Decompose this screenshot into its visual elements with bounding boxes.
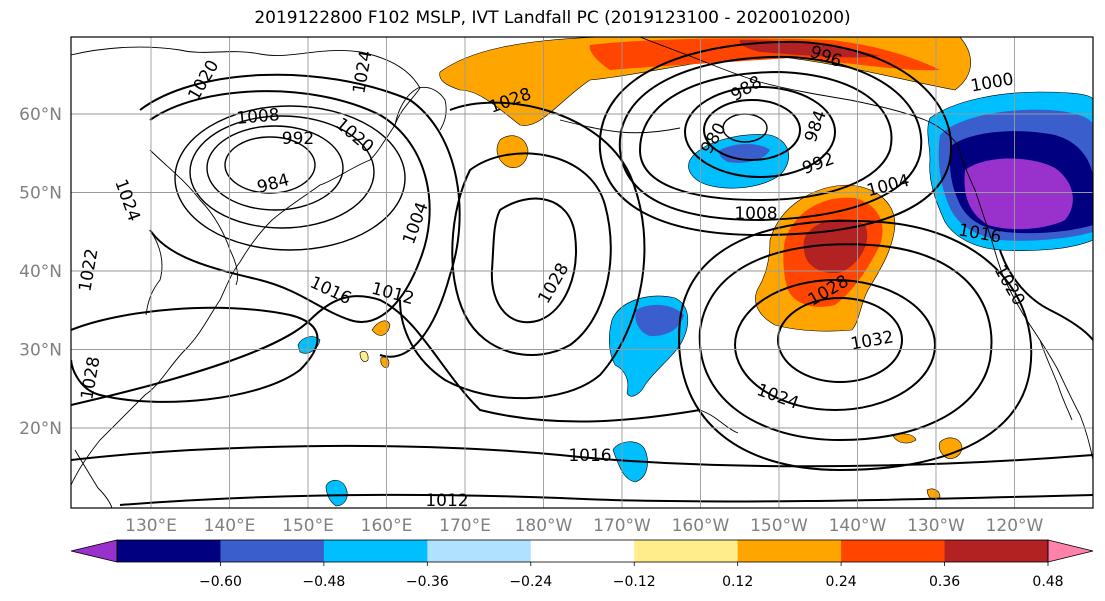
coastline-korea [145, 229, 163, 316]
map-background [71, 37, 1093, 508]
colorbar-segment [323, 540, 428, 562]
longitude-label: 150°W [750, 516, 808, 536]
isobar-west-1028 [71, 306, 319, 403]
latitude-label: 30°N [19, 341, 62, 361]
isobar-goa-low-3 [684, 86, 836, 178]
colorbar-segment [841, 540, 946, 562]
isobar-east-high-4 [678, 219, 1033, 472]
colorbar-segment [117, 540, 221, 562]
map-title: 2019122800 F102 MSLP, IVT Landfall PC (2… [254, 8, 851, 28]
isobar-south-1012 [119, 493, 1093, 506]
colorbar-tick-label: −0.48 [302, 574, 345, 590]
isobar-label: 1016 [568, 446, 611, 466]
colorbar-tick-label: 0.36 [929, 574, 960, 590]
coastline-alaska [639, 37, 959, 146]
longitude-label: 130°W [907, 516, 965, 536]
longitude-label: 150°E [282, 516, 334, 536]
isobar-pnw-1020 [999, 249, 1093, 341]
coastline-kamchatka [394, 86, 447, 131]
colorbar: −0.60 −0.48 −0.36 −0.24 −0.12 0.12 0.24 0.36 0.4… [70, 539, 1094, 590]
isobar-east-high-3 [698, 243, 993, 442]
colorbar-segment [634, 540, 739, 562]
isobar-label: 1008 [236, 105, 281, 129]
colorbar-tick-label: −0.12 [613, 574, 656, 590]
isobar-east-high-1 [777, 297, 903, 383]
longitude-label: 140°W [829, 516, 887, 536]
coastline-philippines [74, 449, 113, 508]
ivt-positive-north-core [589, 38, 940, 71]
isobar-label: 992 [282, 129, 314, 149]
ivt-positive-minor-2 [938, 437, 963, 459]
coastline-north-america [957, 144, 1093, 461]
isobar-goa-low-2 [703, 99, 801, 161]
isobar-central-high-1 [490, 197, 577, 323]
colorbar-extend-high [1047, 539, 1094, 563]
colorbar-tick-label: −0.24 [509, 574, 552, 590]
isobar-label: 1008 [734, 204, 777, 224]
isobar-label: 1012 [425, 491, 468, 511]
isobar-asia-low-6 [139, 73, 461, 358]
ivt-positive-north-inner [739, 40, 880, 58]
colorbar-tick-label: 0.24 [826, 574, 857, 590]
longitude-labels: 130°E 140°E 150°E 160°E 170°E 180°W 170°W 160°W… [125, 516, 1043, 536]
coastline-hawaii [699, 409, 739, 434]
longitude-label: 170°W [593, 516, 651, 536]
isobar-asia-low-1 [224, 136, 316, 194]
colorbar-tick-label: 0.12 [722, 574, 753, 590]
isobar-south-1020 [71, 295, 701, 423]
ivt-positive-minor-4 [371, 320, 391, 336]
colorbar-extend-low [70, 539, 118, 563]
isobar-central-high-2 [451, 152, 612, 356]
isobar-goa-low-6 [598, 40, 953, 237]
coastlines [71, 37, 1093, 508]
ivt-negative-minor-3 [325, 479, 348, 507]
colorbar-tick-label: −0.36 [406, 574, 449, 590]
ivt-negative-northwest-core [964, 158, 1073, 230]
longitude-label: 160°W [672, 516, 730, 536]
colorbar-frame [116, 539, 1049, 563]
colorbar-segment [530, 540, 635, 562]
longitude-label: 140°E [204, 516, 256, 536]
isobar-goa-low-4 [638, 70, 893, 202]
map-frame [70, 36, 1094, 509]
isobar-south-1016 [71, 444, 1093, 468]
colorbar-tick-label: −0.60 [199, 574, 242, 590]
latitude-labels: 60°N 50°N 40°N 30°N 20°N [19, 105, 62, 439]
colorbar-segment [737, 540, 842, 562]
longitude-label: 120°W [986, 516, 1044, 536]
graticule [71, 37, 1093, 508]
colorbar-segment [220, 540, 325, 562]
isobar-asia-low-2 [206, 125, 344, 211]
colorbar-tick-label: 0.48 [1032, 574, 1063, 590]
coastline-baja [1039, 339, 1073, 421]
coastline-japan [149, 149, 239, 286]
isobar-east-high-2 [734, 279, 936, 411]
ivt-positive-minor-3 [926, 488, 941, 500]
longitude-label: 160°E [361, 516, 413, 536]
longitude-label: 170°E [439, 516, 491, 536]
ivt-positive-small-blob [496, 135, 529, 169]
isobar-asia-low-5 [149, 90, 431, 323]
latitude-label: 40°N [19, 262, 62, 282]
ivt-positive-minor-5 [359, 350, 369, 362]
longitude-label: 130°E [125, 516, 177, 536]
coastline-asia [71, 46, 421, 486]
colorbar-segment [944, 540, 1049, 562]
longitude-label: 180°W [515, 516, 573, 536]
latitude-label: 50°N [19, 184, 62, 204]
colorbar-segment [427, 540, 532, 562]
latitude-label: 20°N [19, 419, 62, 439]
isobar-asia-low-3 [189, 115, 375, 229]
latitude-label: 60°N [19, 105, 62, 125]
isobar-asia-low-4 [174, 105, 406, 251]
ivt-negative-central-core [635, 304, 684, 337]
